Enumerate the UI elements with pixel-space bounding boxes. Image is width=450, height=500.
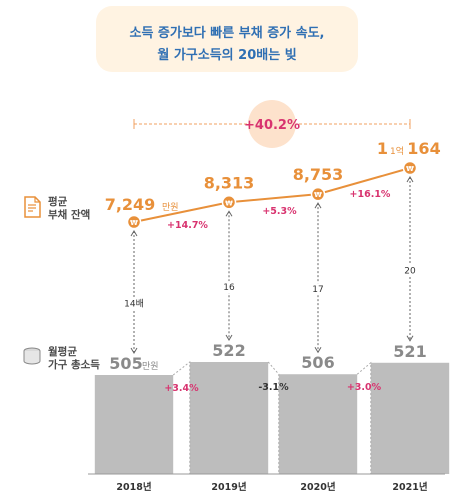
ratio-label-bg [219, 281, 239, 294]
debt-label-line1: 평균 [48, 196, 68, 208]
won-icon: ₩ [406, 165, 414, 173]
income-label: 월평균 가구 총소득 [48, 346, 100, 372]
document-icon [24, 196, 41, 218]
income-bar [94, 375, 174, 474]
title-line-1: 소득 증가보다 빠른 부채 증가 속도, [129, 26, 325, 41]
debt-point [126, 214, 142, 230]
debt-label: 평균 부채 잔액 [48, 196, 90, 222]
ratio-label: 16 [223, 283, 235, 293]
debt-value-label: 164 [407, 139, 440, 158]
title-line-2: 월 가구소득의 20배는 빚 [157, 48, 297, 63]
category-label: 2018년 [116, 481, 151, 493]
debt-point [221, 195, 237, 210]
income-bar [370, 362, 450, 474]
connector-arrow-down [225, 334, 233, 341]
debt-change-label: +5.3% [262, 206, 297, 217]
income-value-label: 521 [393, 342, 426, 361]
debt-point [310, 186, 326, 202]
connector-arrow-up [225, 210, 233, 217]
category-label: 2020년 [300, 481, 335, 493]
debt-value-label: 8,753 [293, 165, 344, 184]
debt-change-label: +16.1% [350, 189, 391, 200]
connector-arrow-up [314, 202, 322, 209]
income-label-line1: 월평균 [48, 346, 77, 358]
debt-unit-label: 만원 [162, 202, 179, 213]
income-label-line2: 가구 총소득 [48, 359, 100, 371]
income-value-label: 522 [212, 341, 245, 360]
debt-value-label: 7,249 [105, 195, 156, 214]
category-label: 2019년 [211, 481, 246, 493]
ratio-label-bg [124, 297, 144, 310]
income-bar [189, 362, 269, 474]
debt-value-label: 8,313 [204, 173, 255, 192]
won-icon: ₩ [130, 219, 138, 227]
total-change-circle [248, 100, 296, 148]
title-box: 소득 증가보다 빠른 부채 증가 속도, 월 가구소득의 20배는 빚 [96, 6, 358, 72]
debt-label-line2: 부채 잔액 [48, 209, 91, 221]
income-unit-label: 만원 [142, 361, 159, 372]
connector-arrow-down [406, 335, 414, 342]
income-change-label: +3.0% [347, 382, 382, 393]
coin-stack-icon [23, 347, 41, 365]
connector-arrow-down [314, 346, 322, 354]
debt-point [402, 160, 418, 176]
income-change-label: -3.1% [258, 382, 289, 393]
debt-prefix-number: 1 [377, 139, 388, 158]
income-value-label: 506 [301, 353, 334, 372]
won-icon: ₩ [314, 191, 322, 199]
connector-arrow-down [130, 347, 138, 354]
ratio-label: 14배 [124, 299, 144, 310]
debt-prefix-label: 1억 [390, 145, 404, 157]
won-icon: ₩ [225, 199, 233, 207]
ratio-label: 17 [312, 285, 323, 295]
ratio-label: 20 [404, 266, 416, 276]
income-change-outline [172, 360, 191, 475]
income-change-outline [267, 361, 280, 475]
connector-arrow-up [406, 176, 414, 183]
ratio-label-bg [308, 283, 328, 296]
ratio-label-bg [400, 264, 420, 277]
connector-arrow-up [130, 230, 138, 237]
income-bar [278, 374, 358, 474]
total-change-label: +40.2% [244, 118, 300, 133]
debt-change-label: +14.7% [167, 220, 208, 231]
income-change-outline [356, 361, 372, 475]
income-change-label: +3.4% [164, 383, 199, 394]
income-value-label: 505 [109, 354, 142, 373]
debt-line [133, 167, 411, 223]
category-label: 2021년 [392, 481, 427, 493]
